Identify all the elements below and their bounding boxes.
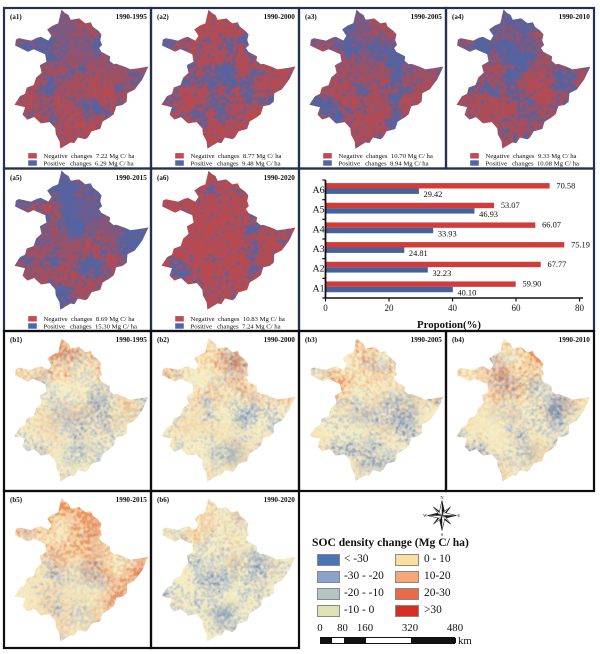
svg-text:59.90: 59.90 <box>523 279 542 288</box>
svg-text:A4: A4 <box>312 224 324 235</box>
svg-text:53.07: 53.07 <box>501 200 520 209</box>
svg-text:W: W <box>423 513 428 518</box>
svg-text:Negative changes 8.69 Mg C/: Negative changes 8.69 Mg C/ ha <box>44 316 135 323</box>
svg-text:1990-2020: 1990-2020 <box>264 496 296 504</box>
svg-text:1990-2005: 1990-2005 <box>411 336 443 344</box>
svg-text:Positive changes 6.29 Mg C/: Positive changes 6.29 Mg C/ ha <box>44 160 134 167</box>
svg-text:20: 20 <box>385 303 395 313</box>
svg-text:40.10: 40.10 <box>457 288 476 297</box>
svg-text:80: 80 <box>575 303 585 313</box>
svg-text:Negative changes 10.83 Mg C/: Negative changes 10.83 Mg C/ ha <box>191 316 285 323</box>
svg-text:(a4): (a4) <box>452 13 464 21</box>
svg-text:32.23: 32.23 <box>432 268 451 277</box>
svg-text:33.93: 33.93 <box>438 229 457 238</box>
svg-text:0: 0 <box>323 303 328 313</box>
svg-text:24.81: 24.81 <box>409 249 428 258</box>
svg-text:S: S <box>440 532 443 537</box>
svg-text:1990-2010: 1990-2010 <box>559 336 591 344</box>
svg-text:Negative changes 10.70 Mg C/: Negative changes 10.70 Mg C/ ha <box>339 153 433 160</box>
svg-text:1990-2010: 1990-2010 <box>559 13 591 21</box>
svg-text:A6: A6 <box>312 185 324 196</box>
svg-text:40: 40 <box>448 303 458 313</box>
svg-text:Positive changes 8.94 Mg C/: Positive changes 8.94 Mg C/ ha <box>339 160 429 167</box>
svg-text:46.93: 46.93 <box>479 209 498 218</box>
svg-text:A1: A1 <box>312 283 324 294</box>
svg-text:66.07: 66.07 <box>542 220 561 229</box>
svg-text:(a1): (a1) <box>10 13 22 21</box>
svg-text:(a6): (a6) <box>157 173 169 181</box>
svg-text:67.77: 67.77 <box>548 259 567 268</box>
svg-text:Negative changes 9.33 Mg C/: Negative changes 9.33 Mg C/ ha <box>486 153 577 160</box>
svg-text:A3: A3 <box>312 244 324 255</box>
svg-text:(b6): (b6) <box>157 496 170 504</box>
svg-text:1990-2015: 1990-2015 <box>116 496 148 504</box>
svg-text:(b3): (b3) <box>305 336 318 344</box>
svg-text:60: 60 <box>512 303 522 313</box>
svg-text:(b1): (b1) <box>10 336 23 344</box>
svg-text:29.42: 29.42 <box>424 190 443 199</box>
svg-text:Positive changes 7.24 Mg C/: Positive changes 7.24 Mg C/ ha <box>191 323 281 330</box>
svg-text:1990-1995: 1990-1995 <box>116 13 148 21</box>
svg-text:1990-2000: 1990-2000 <box>264 336 296 344</box>
svg-text:1990-2005: 1990-2005 <box>411 13 443 21</box>
svg-text:Negative changes 8.77 Mg C/: Negative changes 8.77 Mg C/ ha <box>191 153 282 160</box>
svg-text:Positive changes 9.48 Mg C/: Positive changes 9.48 Mg C/ ha <box>191 160 281 167</box>
svg-text:1990-2020: 1990-2020 <box>264 173 296 181</box>
svg-text:N: N <box>440 495 444 500</box>
svg-text:75.19: 75.19 <box>571 240 590 249</box>
svg-text:A2: A2 <box>312 263 324 274</box>
svg-text:Positive changes 10.08 Mg C: Positive changes 10.08 Mg C/ ha <box>486 160 579 167</box>
svg-text:(b5): (b5) <box>10 496 23 504</box>
svg-text:70.58: 70.58 <box>556 181 575 190</box>
svg-text:1990-1995: 1990-1995 <box>116 336 148 344</box>
svg-text:(b4): (b4) <box>452 336 465 344</box>
svg-text:E: E <box>457 513 460 518</box>
svg-text:Negative changes 7.22 Mg C/: Negative changes 7.22 Mg C/ ha <box>44 153 135 160</box>
svg-text:1990-2000: 1990-2000 <box>264 13 296 21</box>
svg-text:(a2): (a2) <box>157 13 169 21</box>
svg-text:(a5): (a5) <box>10 173 22 181</box>
svg-text:(b2): (b2) <box>157 336 170 344</box>
svg-text:Positive changes 15.30 Mg C: Positive changes 15.30 Mg C/ ha <box>44 323 137 330</box>
svg-text:(a3): (a3) <box>305 13 317 21</box>
svg-text:Propotion(%): Propotion(%) <box>417 319 481 331</box>
svg-text:A5: A5 <box>312 204 324 215</box>
svg-text:1990-2015: 1990-2015 <box>116 173 148 181</box>
